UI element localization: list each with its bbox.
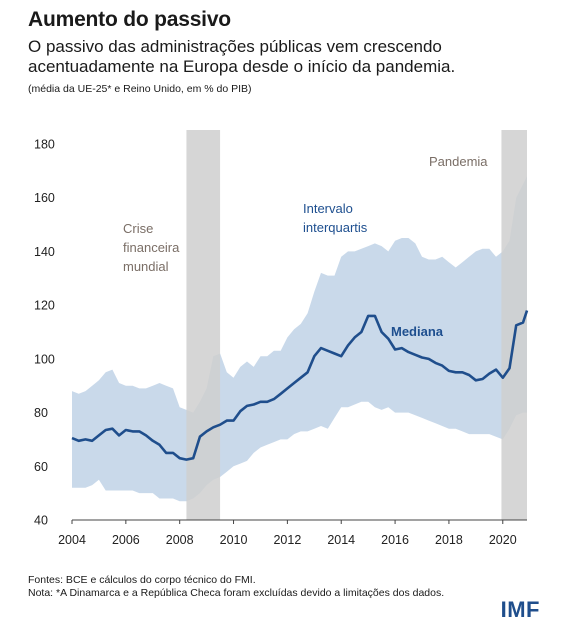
y-tick-label: 140 bbox=[34, 245, 55, 259]
x-tick-label: 2004 bbox=[58, 533, 86, 547]
x-tick-label: 2020 bbox=[489, 533, 517, 547]
y-tick-label: 60 bbox=[34, 460, 48, 474]
imf-logo: IMF bbox=[500, 597, 540, 622]
x-axis: 2004 2006 2008 2010 2012 2014 2016 2018 2020 bbox=[58, 519, 527, 547]
y-tick-label: 180 bbox=[34, 138, 55, 152]
crisis-label-line: Crise bbox=[123, 221, 153, 236]
y-tick-label: 100 bbox=[34, 352, 55, 366]
band-label-line: interquartis bbox=[303, 220, 368, 235]
band-area bbox=[72, 176, 527, 502]
shaded-periods bbox=[186, 130, 527, 520]
chart-title: Aumento do passivo bbox=[28, 8, 231, 31]
note-text: Nota: *A Dinamarca e a República Checa f… bbox=[28, 587, 445, 599]
x-tick-label: 2010 bbox=[220, 533, 248, 547]
y-axis: 40 60 80 100 120 140 160 180 bbox=[34, 138, 55, 528]
crisis-label-line: financeira bbox=[123, 240, 180, 255]
band-label-line: Intervalo bbox=[303, 201, 353, 216]
x-tick-label: 2012 bbox=[273, 533, 301, 547]
x-tick-label: 2014 bbox=[327, 533, 355, 547]
crisis-label-line: mundial bbox=[123, 259, 169, 274]
y-tick-label: 160 bbox=[34, 191, 55, 205]
shaded-period-2 bbox=[501, 130, 527, 520]
y-tick-label: 40 bbox=[34, 514, 48, 528]
x-tick-label: 2006 bbox=[112, 533, 140, 547]
pandemic-label-line: Pandemia bbox=[429, 154, 488, 169]
chart-subtitle: O passivo das administrações públicas ve… bbox=[28, 37, 456, 76]
x-tick-label: 2008 bbox=[166, 533, 194, 547]
footer-notes: Fontes: BCE e cálculos do corpo técnico … bbox=[28, 574, 444, 600]
sources-text: Fontes: BCE e cálculos do corpo técnico … bbox=[28, 574, 256, 586]
unit-note: (média da UE-25* e Reino Unido, em % do … bbox=[28, 83, 252, 95]
chart-annotations: Crise financeira mundial Pandemia Intervalo i… bbox=[123, 154, 488, 339]
y-tick-label: 80 bbox=[34, 406, 48, 420]
x-tick-label: 2016 bbox=[381, 533, 409, 547]
shaded-period-1 bbox=[186, 130, 221, 520]
median-line bbox=[71, 310, 529, 461]
y-tick-label: 120 bbox=[34, 299, 55, 313]
median-series bbox=[71, 310, 529, 461]
x-tick-label: 2018 bbox=[435, 533, 463, 547]
median-label: Mediana bbox=[391, 324, 444, 339]
interquartile-band bbox=[72, 176, 527, 502]
